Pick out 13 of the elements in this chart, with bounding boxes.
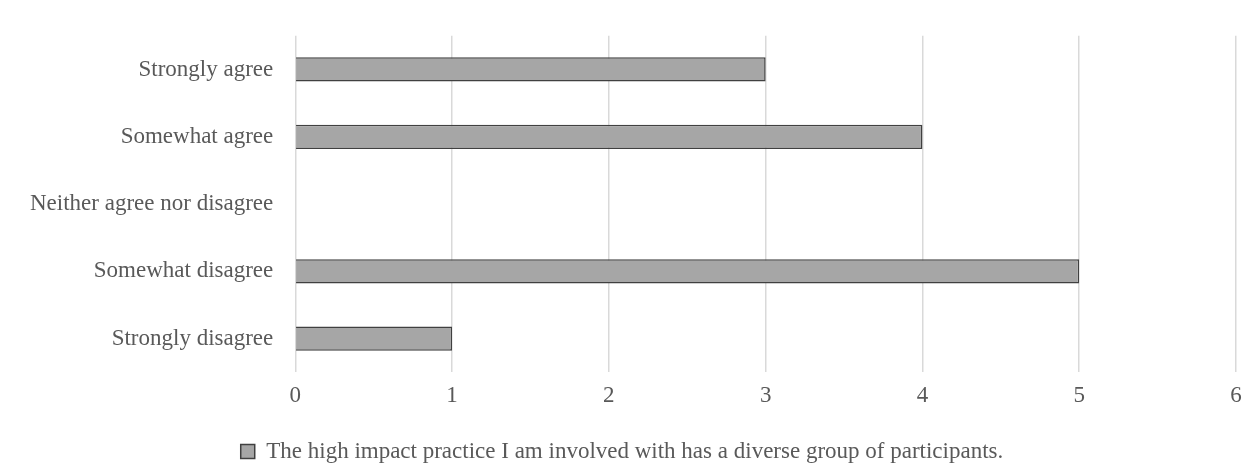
- y-tick-label: Somewhat disagree: [93, 257, 274, 283]
- y-tick-label: Neither agree nor disagree: [29, 190, 274, 216]
- x-tick-label: 6: [1230, 382, 1242, 408]
- y-tick-label: Somewhat agree: [120, 122, 274, 148]
- legend-label: The high impact practice I am involved with has a diverse group of participants.: [266, 437, 1004, 463]
- y-tick-label: Strongly agree: [138, 55, 274, 81]
- x-tick-label: 1: [446, 382, 458, 408]
- y-tick-label: Strongly disagree: [111, 324, 274, 350]
- x-tick-label: 5: [1073, 382, 1085, 408]
- x-tick-label: 4: [916, 382, 929, 408]
- x-tick-label: 2: [603, 382, 615, 408]
- x-tick-label: 3: [759, 382, 772, 408]
- x-tick-label: 0: [289, 382, 302, 408]
